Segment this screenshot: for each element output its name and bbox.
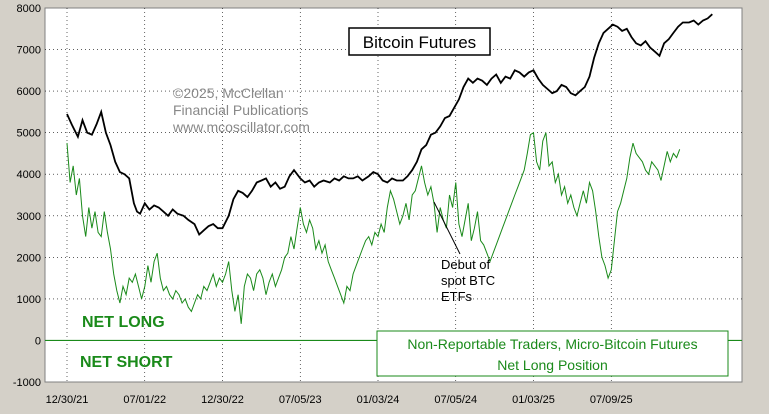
plot-area xyxy=(44,7,743,383)
chart-title: Bitcoin Futures xyxy=(363,33,476,52)
annotation-arrow xyxy=(433,201,461,255)
axis-layer: -1000 0 1000 2000 3000 4000 5000 6000 7000 8000 12… xyxy=(13,3,633,406)
x-tick-label: 07/05/24 xyxy=(434,394,477,406)
x-tick-label: 01/03/24 xyxy=(357,394,400,406)
y-tick-label: -1000 xyxy=(13,377,41,389)
copyright-line-2: Financial Publications xyxy=(173,102,308,118)
y-tick-label: 3000 xyxy=(17,211,41,223)
y-tick-label: 1000 xyxy=(17,294,41,306)
annotation-line-1: Debut of xyxy=(441,257,491,272)
x-tick-label: 12/30/21 xyxy=(46,394,89,406)
copyright-line-1: ©2025, McClellan xyxy=(173,85,284,101)
series-bitcoin-futures-line xyxy=(66,13,713,237)
net-short-label: NET SHORT xyxy=(80,354,173,371)
x-tick-label: 07/01/22 xyxy=(123,394,166,406)
x-tick-label: 01/03/25 xyxy=(512,394,555,406)
legend-line-1: Non-Reportable Traders, Micro-Bitcoin Fu… xyxy=(407,336,697,352)
y-tick-label: 0 xyxy=(35,335,41,347)
annotation-line-2: spot BTC xyxy=(441,273,495,288)
y-tick-label: 4000 xyxy=(17,169,41,181)
chart-title-box xyxy=(348,27,491,56)
y-tick-label: 5000 xyxy=(17,128,41,140)
y-tick-label: 7000 xyxy=(17,45,41,57)
annotation-line-3: ETFs xyxy=(441,289,473,304)
x-tick-label: 07/05/23 xyxy=(279,394,322,406)
copyright-line-3: www.mcoscillator.com xyxy=(172,119,310,135)
net-long-label: NET LONG xyxy=(82,314,165,331)
legend-line-2: Net Long Position xyxy=(497,357,608,373)
y-tick-label: 2000 xyxy=(17,252,41,264)
y-tick-label: 8000 xyxy=(17,3,41,15)
grid-layer xyxy=(45,8,742,382)
legend-box xyxy=(376,330,729,377)
y-tick-label: 6000 xyxy=(17,86,41,98)
x-tick-label: 07/09/25 xyxy=(590,394,633,406)
series-net-long-position-line xyxy=(66,131,681,324)
x-tick-label: 12/30/22 xyxy=(201,394,244,406)
